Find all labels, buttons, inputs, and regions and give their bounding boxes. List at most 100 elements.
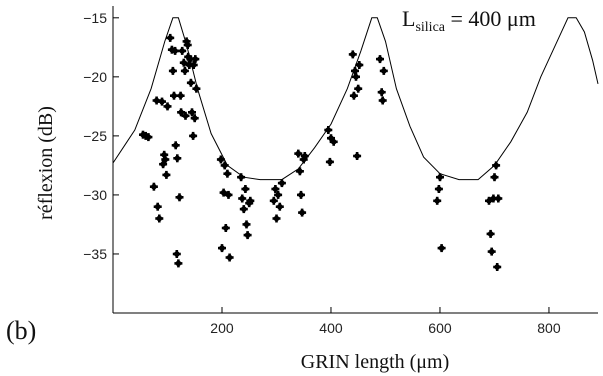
measured-points-layer [139,33,503,271]
measured-point [494,194,503,203]
measured-point [379,66,388,75]
measured-point [149,182,158,191]
measured-point [246,196,255,205]
measured-point [175,193,184,202]
y-tick-label: −25 [83,128,107,144]
measured-point [180,66,189,75]
measured-point [352,72,360,81]
measured-point [155,214,164,223]
y-tick-label: −15 [83,10,107,26]
measured-point [294,149,303,158]
measured-point [300,152,309,160]
measured-point [185,61,194,69]
measured-point [174,259,183,268]
measured-point [186,55,195,64]
measured-point [189,131,198,140]
measured-point [158,97,166,106]
measured-point [355,61,364,69]
measured-point [492,161,501,170]
ticks: 200 400 600 800 −15 −20 −25 −30 −35 [83,10,561,336]
measured-point [188,108,196,117]
measured-point [274,190,283,199]
measured-point [237,173,246,182]
measured-point [275,202,284,211]
measured-point [168,66,177,75]
measured-point [225,253,234,262]
measured-point [216,155,225,164]
measured-point [272,214,281,223]
measured-point [179,58,188,67]
annotation-lhs: L [402,6,415,31]
y-axis-title: réflexion (dB) [35,106,57,220]
measured-point [191,55,200,64]
measured-point [489,194,498,203]
measured-point [221,224,230,232]
x-tick-label: 800 [537,320,561,336]
measured-point [353,152,362,160]
y-tick-label: −30 [83,187,107,203]
measured-point [378,96,387,105]
measured-point [243,231,252,240]
measured-point [434,185,443,193]
measured-point [177,108,186,117]
annotation-subscript: silica [415,20,445,35]
measured-point [377,88,386,97]
measured-point [295,167,304,176]
measured-point [183,41,192,49]
measured-point [224,190,233,199]
measured-point [325,157,334,166]
measured-point [269,196,278,205]
measured-point [190,114,199,123]
measured-point [162,170,171,179]
measured-point [277,179,286,188]
silica-length-annotation: Lsilica = 400 μm [402,6,536,35]
measured-point [271,185,280,193]
y-tick-label: −20 [83,69,107,85]
measured-point [376,55,384,64]
measured-point [238,194,247,203]
measured-point [348,50,357,59]
x-tick-label: 600 [428,320,452,336]
measured-point [161,155,170,164]
measured-point [324,126,333,134]
measured-point [172,250,181,258]
x-tick-label: 200 [210,320,234,336]
measured-point [436,173,444,182]
measured-point [170,91,178,100]
measured-point [178,46,187,55]
measured-point [166,33,175,42]
measured-point [351,66,359,75]
x-axis-title: GRIN length (μm) [301,351,449,373]
measured-point [298,208,307,217]
measured-point [487,247,496,256]
measured-point [171,141,180,150]
measured-point [490,173,499,182]
measured-point [163,102,172,111]
measured-point [144,133,153,142]
measured-point [354,84,363,93]
y-tick-label: −35 [83,246,107,262]
measured-point [297,190,305,199]
measured-point [493,263,502,271]
x-tick-label: 400 [319,320,343,336]
measured-point [329,137,338,146]
measured-point [220,161,229,170]
measured-point [437,244,446,253]
axes [112,6,598,314]
measured-point [241,185,250,193]
panel-label: (b) [6,316,36,345]
measured-point [181,111,190,120]
measured-point [153,202,162,211]
measured-point [433,196,442,205]
annotation-rhs: = 400 μm [445,6,536,31]
measured-point [189,61,198,69]
measured-point [176,91,185,100]
measured-point [173,154,182,163]
measured-point [242,220,251,229]
measured-point [218,244,226,253]
measured-point [486,229,495,238]
measured-point [171,46,180,55]
measured-point [186,78,195,87]
measured-point [349,91,358,100]
